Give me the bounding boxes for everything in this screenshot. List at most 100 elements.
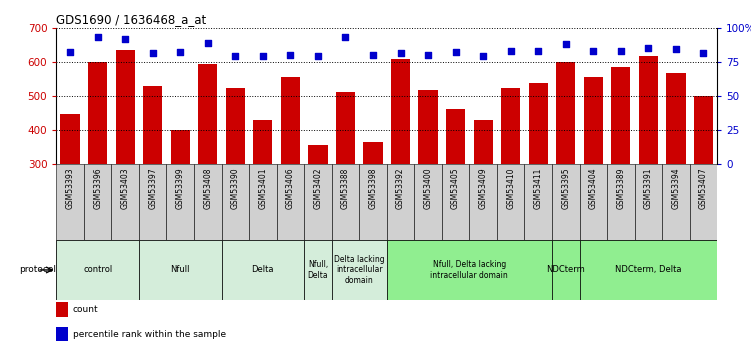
Bar <box>584 77 603 266</box>
Text: GSM53409: GSM53409 <box>478 168 487 209</box>
Bar <box>198 65 218 266</box>
Bar <box>689 164 717 240</box>
Bar <box>336 92 355 266</box>
Point <box>422 52 434 58</box>
Bar <box>167 164 194 240</box>
Text: GSM53407: GSM53407 <box>699 168 708 209</box>
Point <box>339 34 351 40</box>
Text: count: count <box>73 305 98 314</box>
Text: Nfull, Delta lacking
intracellular domain: Nfull, Delta lacking intracellular domai… <box>430 260 508 280</box>
Text: GSM53402: GSM53402 <box>313 168 322 209</box>
Text: GSM53389: GSM53389 <box>617 168 626 209</box>
Bar <box>446 109 465 266</box>
Bar <box>88 62 107 266</box>
Text: GSM53404: GSM53404 <box>589 168 598 209</box>
Point <box>312 53 324 59</box>
Text: GSM53411: GSM53411 <box>534 168 543 209</box>
Bar <box>249 164 276 240</box>
Point <box>257 53 269 59</box>
Point <box>92 34 104 40</box>
Bar <box>56 327 68 342</box>
Bar <box>332 240 387 300</box>
Point <box>532 48 544 53</box>
Bar <box>497 164 524 240</box>
Bar <box>387 164 415 240</box>
Bar <box>694 96 713 266</box>
Point <box>285 52 297 58</box>
Text: GSM53392: GSM53392 <box>396 168 405 209</box>
Bar <box>580 164 607 240</box>
Bar <box>638 56 658 266</box>
Text: GSM53405: GSM53405 <box>451 168 460 209</box>
Text: Nfull: Nfull <box>170 265 190 275</box>
Bar <box>418 90 438 266</box>
Bar <box>474 120 493 266</box>
Text: GSM53395: GSM53395 <box>561 168 570 209</box>
Bar <box>391 59 410 266</box>
Text: GSM53406: GSM53406 <box>286 168 295 209</box>
Bar <box>524 164 552 240</box>
Text: GDS1690 / 1636468_a_at: GDS1690 / 1636468_a_at <box>56 13 207 27</box>
Point <box>670 47 682 52</box>
Point <box>367 52 379 58</box>
Point <box>229 53 241 59</box>
Text: control: control <box>83 265 112 275</box>
Bar <box>222 240 304 300</box>
Bar <box>139 240 222 300</box>
Point <box>559 41 572 47</box>
Point <box>64 49 76 55</box>
Point <box>642 45 654 51</box>
Bar <box>552 164 580 240</box>
Text: Delta lacking
intracellular
domain: Delta lacking intracellular domain <box>334 255 385 285</box>
Bar <box>304 240 332 300</box>
Bar <box>84 164 111 240</box>
Bar <box>556 62 575 266</box>
Text: GSM53396: GSM53396 <box>93 168 102 209</box>
Bar <box>304 164 332 240</box>
Bar <box>170 130 190 266</box>
Bar <box>116 50 135 266</box>
Text: GSM53391: GSM53391 <box>644 168 653 209</box>
Bar <box>253 120 273 266</box>
Point <box>698 51 710 56</box>
Point <box>587 48 599 53</box>
Bar <box>225 88 245 266</box>
Text: Delta: Delta <box>252 265 274 275</box>
Point <box>477 53 489 59</box>
Text: NDCterm: NDCterm <box>547 265 585 275</box>
Bar <box>281 77 300 266</box>
Text: GSM53408: GSM53408 <box>204 168 213 209</box>
Text: GSM53390: GSM53390 <box>231 168 240 209</box>
Text: GSM53398: GSM53398 <box>369 168 378 209</box>
Point <box>119 36 131 41</box>
Text: GSM53388: GSM53388 <box>341 168 350 209</box>
Text: Nfull,
Delta: Nfull, Delta <box>308 260 328 280</box>
Text: percentile rank within the sample: percentile rank within the sample <box>73 330 226 339</box>
Bar <box>662 164 689 240</box>
Bar <box>276 164 304 240</box>
Bar <box>387 240 552 300</box>
Bar <box>442 164 469 240</box>
Text: protocol: protocol <box>19 265 56 275</box>
Text: NDCterm, Delta: NDCterm, Delta <box>615 265 682 275</box>
Bar <box>611 67 630 266</box>
Text: GSM53401: GSM53401 <box>258 168 267 209</box>
Bar <box>469 164 497 240</box>
Bar <box>552 240 580 300</box>
Bar <box>332 164 359 240</box>
Bar <box>143 86 162 266</box>
Bar <box>56 164 84 240</box>
Text: GSM53397: GSM53397 <box>148 168 157 209</box>
Bar <box>222 164 249 240</box>
Text: GSM53410: GSM53410 <box>506 168 515 209</box>
Text: GSM53403: GSM53403 <box>121 168 130 209</box>
Bar <box>56 240 139 300</box>
Text: GSM53393: GSM53393 <box>65 168 74 209</box>
Text: GSM53394: GSM53394 <box>671 168 680 209</box>
Bar <box>139 164 167 240</box>
Point <box>174 49 186 55</box>
Bar <box>60 114 80 266</box>
Bar <box>359 164 387 240</box>
Bar <box>56 302 68 317</box>
Point <box>146 51 158 56</box>
